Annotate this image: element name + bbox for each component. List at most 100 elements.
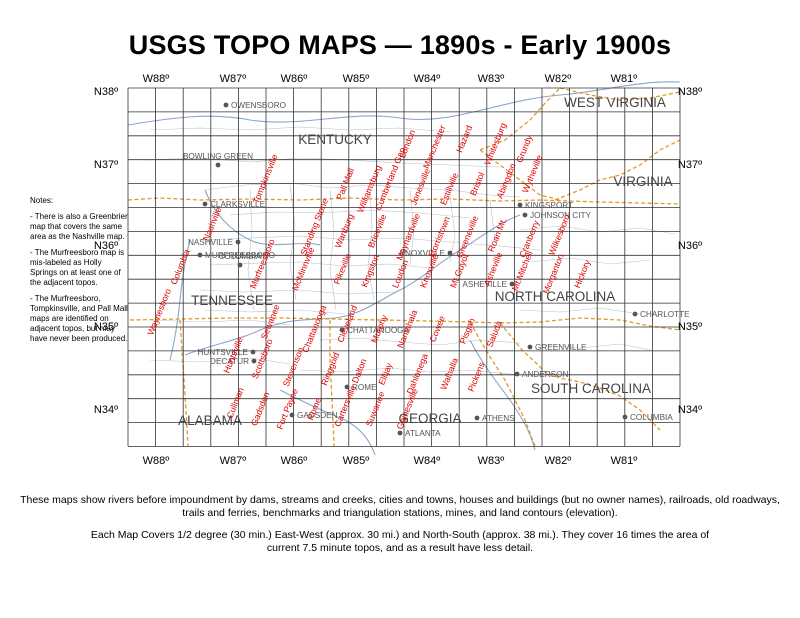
city-label: ASHEVILLE [462, 280, 507, 289]
quad-label: Jonesville [408, 167, 432, 207]
quad-label: Briceville [366, 213, 388, 249]
city-dot [250, 349, 256, 355]
quad-label: Walhalla [438, 356, 460, 391]
county-lines [144, 126, 676, 376]
city-label: COLUMBIA [219, 252, 262, 261]
city-label: CHATTANOOGA [347, 326, 410, 335]
city-label: OWENSBORO [231, 101, 286, 110]
quad-label: Mt.Mitchell [510, 249, 535, 292]
city-dot [447, 250, 453, 256]
quad-label: Hickory [572, 258, 592, 289]
city-dot [215, 162, 221, 168]
state-label: ALABAMA [178, 413, 242, 428]
city-markers: OWENSBORO BOWLING GREEN CLARKSVILLE NASHVIL… [183, 101, 690, 438]
quad-label: Cartersville [332, 384, 358, 429]
city-dot [237, 262, 243, 268]
state-border [129, 317, 501, 324]
city-dot [289, 412, 295, 418]
page-title: USGS TOPO MAPS — 1890s - Early 1900s [128, 30, 672, 60]
description-paragraph: Each Map Covers 1/2 degree (30 min.) Eas… [90, 529, 710, 554]
quad-label: Cowee [427, 314, 447, 343]
state-border [499, 322, 661, 431]
latitude-label-right: N34º [678, 404, 702, 416]
quad-label: Dahlonega [405, 352, 430, 395]
city-label: ATHENS [482, 414, 515, 423]
city-dot [474, 415, 480, 421]
state-labels: KENTUCKY WEST VIRGINIA VIRGINIA TENNESSEE NO… [178, 95, 673, 428]
notes-panel: Notes: - There is also a Greenbrier map … [30, 196, 128, 350]
city-dot [632, 311, 638, 317]
latitude-label-left: N37º [94, 159, 118, 171]
state-border [127, 197, 681, 205]
state-border [179, 319, 189, 447]
city-label: ANDERSON [522, 370, 568, 379]
city-label: MURFREESBORO [205, 251, 275, 260]
quad-label: Hazard [454, 124, 474, 154]
state-border [554, 139, 681, 201]
quad-label: Wartburg [333, 212, 356, 249]
latitude-label-left: N36º [94, 240, 118, 252]
note-item: - There is also a Greenbrier map that co… [30, 212, 128, 241]
city-dot [527, 344, 533, 350]
quad-label: Cleveland [335, 304, 359, 344]
quad-label: Ringgold [319, 351, 341, 387]
quad-label: Cullman [225, 386, 246, 420]
city-dot [223, 102, 229, 108]
description: These maps show rivers before impoundmen… [20, 494, 780, 564]
notes-heading: Notes: [30, 196, 54, 205]
latitude-label-right: N37º [678, 159, 702, 171]
longitude-label-top: W83º [478, 73, 505, 85]
state-label: KENTUCKY [298, 132, 372, 147]
city-dot [509, 281, 515, 287]
latitude-label-right: N35º [678, 321, 702, 333]
quad-label: Nashville [201, 205, 224, 242]
city-dot [197, 252, 203, 258]
city-dot [517, 202, 523, 208]
quad-label: Waynesboro [145, 287, 173, 336]
latitude-label-left: N34º [94, 404, 118, 416]
city-dot [251, 358, 257, 364]
latitude-label-right: N38º [678, 86, 702, 98]
longitude-label-top: W81º [611, 73, 638, 85]
quad-label: Standing Stone [298, 197, 330, 257]
state-border [559, 87, 681, 101]
state-label: VIRGINIA [613, 174, 672, 189]
city-label: BOWLING GREEN [183, 152, 253, 161]
longitude-label-bottom: W81º [611, 455, 638, 467]
city-label: ATLANTA [405, 429, 441, 438]
quad-label: Roan Mt. [486, 216, 509, 253]
longitude-label-top: W88º [143, 73, 170, 85]
longitude-label-bottom: W83º [478, 455, 505, 467]
state-border [329, 320, 335, 447]
city-dot [397, 430, 403, 436]
city-dot [514, 371, 520, 377]
quad-label: Knoxville [418, 253, 441, 289]
latitude-labels: N38º N38º N37º N37º N36º N36º N35º N35º N34º N34º [94, 86, 702, 416]
city-dot [344, 384, 350, 390]
city-label: CHARLOTTE [640, 310, 690, 319]
quad-label: Estillville [438, 171, 460, 206]
state-label: NORTH CAROLINA [495, 289, 616, 304]
latitude-label-left: N35º [94, 321, 118, 333]
city-dot [202, 201, 208, 207]
rivers [127, 81, 681, 456]
longitude-label-top: W84º [414, 73, 441, 85]
city-dot [339, 327, 345, 333]
state-border [499, 317, 681, 331]
city-label: JOHNSON CITY [530, 211, 591, 220]
latlong-grid [127, 87, 681, 447]
latitude-label-left: N38º [94, 86, 118, 98]
quad-label: Ellijay [376, 361, 394, 387]
city-label: KINGSPORT [525, 201, 573, 210]
quad-label: Sewanee [259, 303, 282, 341]
city-label: GADSDEN [297, 411, 338, 420]
quad-label: Murfreesboro [248, 238, 277, 290]
longitude-label-bottom: W87º [220, 455, 247, 467]
note-item: - The Murfreesboro map is mis-labeled as… [30, 248, 125, 287]
longitude-label-bottom: W84º [414, 455, 441, 467]
longitude-label-top: W82º [545, 73, 572, 85]
city-label: ROME [352, 383, 377, 392]
longitude-label-bottom: W85º [343, 455, 370, 467]
state-border [469, 321, 536, 447]
